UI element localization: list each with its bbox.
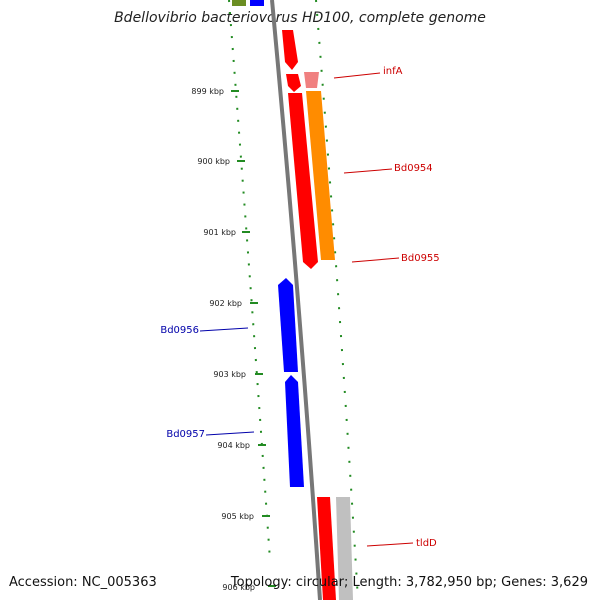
partial-gene-green (232, 0, 246, 6)
outer-ruler (315, 0, 359, 600)
gene-label-infA: infA (383, 66, 403, 77)
gene-label-tldD: tldD (416, 538, 437, 549)
tick-label: 904 kbp (217, 441, 250, 450)
tick-label: 901 kbp (203, 228, 236, 237)
gene-label-bd0956: Bd0956 (160, 325, 199, 336)
label-line-bd0955 (351, 257, 400, 263)
gene-infA-arrow (286, 74, 301, 92)
gene-bd0954-orange (306, 91, 335, 260)
gene-label-bd0955: Bd0955 (401, 253, 440, 264)
gene-label-bd0957: Bd0957 (166, 429, 205, 440)
gene-upstream-red (282, 30, 298, 70)
gene-bd0957 (285, 375, 304, 487)
gene-tldD-red (317, 497, 336, 600)
inner-ruler (228, 0, 271, 561)
gene-bd0954-red (288, 93, 318, 269)
summary-text: Topology: circular; Length: 3,782,950 bp… (230, 575, 588, 590)
label-line-tldD (366, 542, 414, 547)
accession-text: Accession: NC_005363 (9, 575, 157, 590)
label-line-bd0956 (199, 327, 249, 332)
partial-gene-blue (250, 0, 264, 6)
gene-tldD-grey (336, 497, 353, 600)
label-line-infA (333, 72, 381, 79)
tick-label: 899 kbp (191, 87, 224, 96)
gene-infA-feature (304, 72, 319, 88)
label-line-bd0954 (343, 168, 393, 174)
label-line-bd0957 (205, 431, 255, 436)
gene-bd0956 (278, 278, 298, 372)
tick-label: 903 kbp (213, 370, 246, 379)
map-title: Bdellovibrio bacteriovorus HD100, comple… (114, 10, 486, 26)
genome-backbone (270, 0, 322, 600)
tick-label: 902 kbp (209, 299, 242, 308)
tick-label: 900 kbp (197, 157, 230, 166)
tick-label: 905 kbp (221, 512, 254, 521)
gene-label-bd0954: Bd0954 (394, 163, 433, 174)
tick-label: 906 kbp (222, 583, 255, 592)
